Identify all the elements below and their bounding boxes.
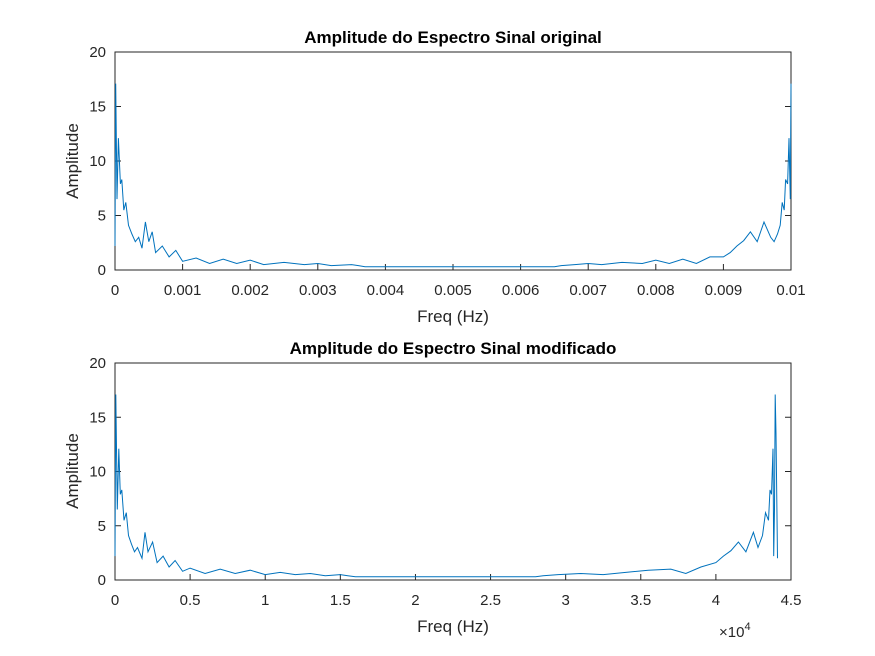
x-tick-label: 0.004 — [367, 282, 405, 299]
x-tick-label: 0.002 — [231, 282, 269, 299]
subplot-original: Amplitude do Espectro Sinal original 0 0.… — [63, 28, 806, 326]
subplot-modified: Amplitude do Espectro Sinal modificado 0… — [63, 339, 801, 641]
x-tick-label: 0.001 — [164, 282, 202, 299]
x-tick-label: 0.008 — [637, 282, 675, 299]
x-ticks-original: 0 0.001 0.002 0.003 0.004 0.005 0.006 0.007 0.00… — [111, 264, 806, 299]
x-tick-label: 0.5 — [180, 592, 201, 609]
y-tick-label: 5 — [98, 518, 106, 535]
y-tick-label: 0 — [98, 572, 106, 589]
x-tick-label: 3.5 — [630, 592, 651, 609]
x-tick-label: 0.007 — [569, 282, 607, 299]
y-ticks-original: 0 5 10 15 20 — [89, 44, 791, 279]
y-tick-label: 15 — [89, 409, 106, 426]
x-tick-label: 3 — [561, 592, 569, 609]
ylabel-modified: Amplitude — [63, 433, 82, 509]
x-tick-label: 2 — [411, 592, 419, 609]
ylabel-original: Amplitude — [63, 123, 82, 199]
y-tick-label: 10 — [89, 153, 106, 170]
x-tick-label: 1.5 — [330, 592, 351, 609]
x-tick-label: 0.01 — [776, 282, 805, 299]
x-tick-label: 0 — [111, 592, 119, 609]
xlabel-modified: Freq (Hz) — [417, 617, 489, 636]
x-tick-label: 0.005 — [434, 282, 472, 299]
y-ticks-modified: 0 5 10 15 20 — [89, 355, 791, 589]
x-tick-label: 0 — [111, 282, 119, 299]
y-tick-label: 5 — [98, 208, 106, 225]
spectrum-line-original — [114, 83, 792, 268]
y-tick-label: 15 — [89, 99, 106, 116]
title-original: Amplitude do Espectro Sinal original — [304, 28, 602, 47]
y-tick-label: 20 — [89, 355, 106, 372]
axes-box-modified — [114, 362, 792, 581]
y-tick-label: 10 — [89, 464, 106, 481]
y-tick-label: 20 — [89, 44, 106, 61]
x-tick-label: 2.5 — [480, 592, 501, 609]
x-exponent-label: ×104 — [719, 621, 751, 641]
axes-box-original — [114, 51, 792, 271]
x-tick-label: 1 — [261, 592, 269, 609]
title-modified: Amplitude do Espectro Sinal modificado — [290, 339, 617, 358]
x-tick-label: 4.5 — [781, 592, 802, 609]
y-tick-label: 0 — [98, 262, 106, 279]
x-tick-label: 4 — [712, 592, 720, 609]
spectrum-line-modified — [114, 394, 778, 578]
x-tick-label: 0.009 — [705, 282, 743, 299]
xlabel-original: Freq (Hz) — [417, 307, 489, 326]
x-tick-label: 0.006 — [502, 282, 540, 299]
x-tick-label: 0.003 — [299, 282, 337, 299]
x-ticks-modified: 0 0.5 1 1.5 2 2.5 3 3.5 4 4.5 — [111, 574, 802, 609]
